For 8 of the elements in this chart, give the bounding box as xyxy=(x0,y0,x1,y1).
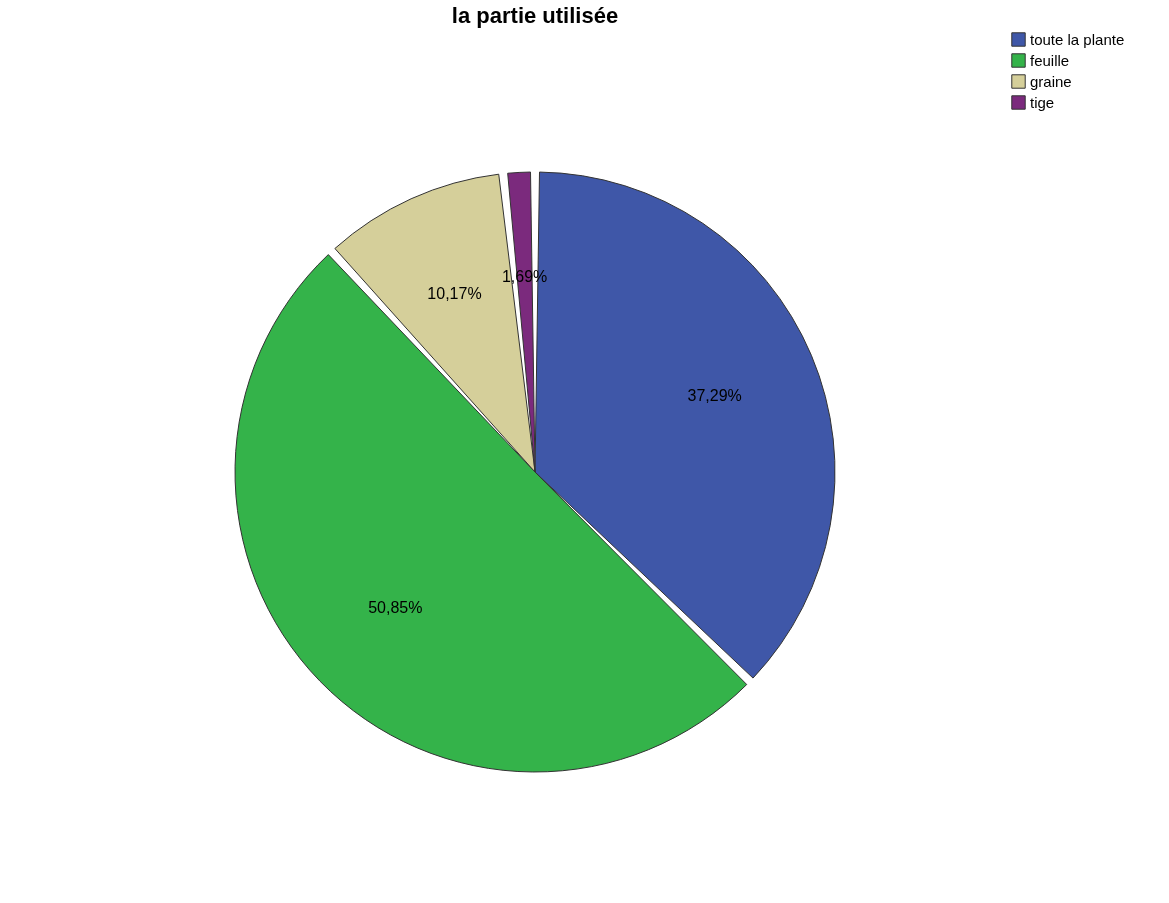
data-label: 50,85% xyxy=(368,599,423,617)
legend-label: toute la plante xyxy=(1030,30,1125,48)
data-label: 10,17% xyxy=(427,285,482,303)
legend-label: tige xyxy=(1030,93,1055,111)
chart-title: la partie utilisée xyxy=(451,3,619,28)
legend-label: graine xyxy=(1030,72,1072,90)
data-label: 37,29% xyxy=(687,387,742,405)
legend-label: feuille xyxy=(1030,51,1070,69)
